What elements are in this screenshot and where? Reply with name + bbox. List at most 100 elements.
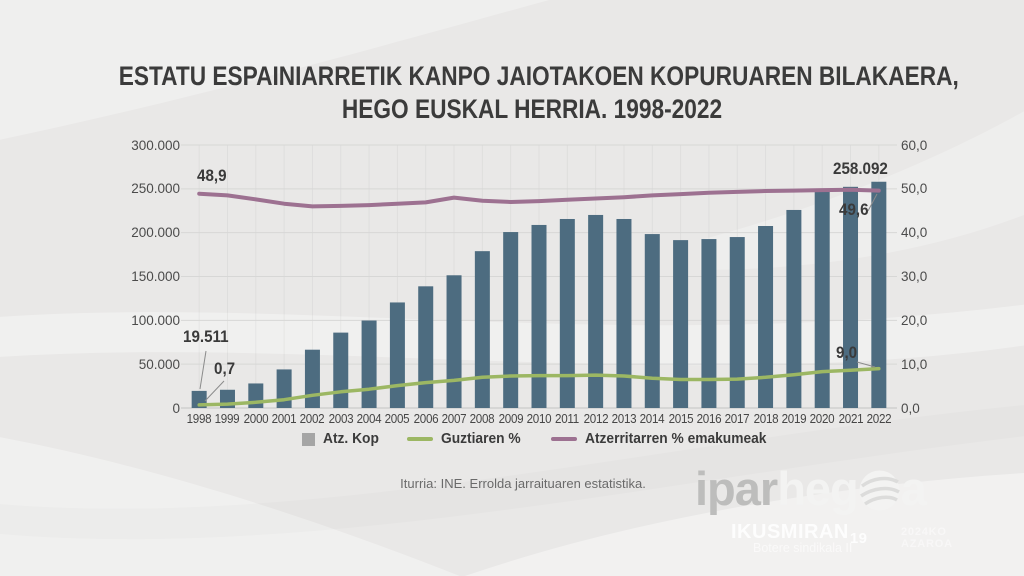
logo-text-heg: heg bbox=[777, 462, 859, 515]
iparhegoa-logo: ipar heg a IKUSMIRAN 19 Botere sindikala I… bbox=[693, 464, 993, 564]
x-tick-2022: 2022 bbox=[866, 412, 892, 426]
y-tick-left-0: 0 bbox=[172, 400, 180, 416]
x-tick-2006: 2006 bbox=[413, 412, 439, 426]
bar-2011 bbox=[559, 218, 575, 408]
annotation-leader bbox=[867, 193, 878, 212]
y-tick-left-50.000: 50.000 bbox=[138, 356, 180, 372]
x-tick-2008: 2008 bbox=[469, 412, 495, 426]
chart-title-line2: HEGO EUSKAL HERRIA. 1998-2022 bbox=[341, 94, 723, 124]
x-tick-2013: 2013 bbox=[611, 412, 637, 426]
bar-2012 bbox=[588, 214, 604, 408]
x-tick-2003: 2003 bbox=[328, 412, 354, 426]
bar-2002 bbox=[304, 349, 320, 408]
bar-2017 bbox=[729, 237, 745, 408]
y-tick-right-0,0: 0,0 bbox=[901, 400, 920, 416]
x-tick-2005: 2005 bbox=[385, 412, 410, 426]
x-tick-2014: 2014 bbox=[639, 412, 665, 426]
x-tick-2007: 2007 bbox=[441, 412, 467, 426]
x-tick-2017: 2017 bbox=[724, 412, 750, 426]
x-tick-2018: 2018 bbox=[753, 412, 778, 426]
green-line-swatch-icon bbox=[407, 437, 434, 441]
y-tick-right-50,0: 50,0 bbox=[901, 181, 928, 197]
source-text: Iturria: INE. Errolda jarraituaren estat… bbox=[400, 476, 646, 491]
x-tick-2016: 2016 bbox=[696, 412, 722, 426]
x-tick-1999: 1999 bbox=[215, 412, 240, 426]
bar-2016 bbox=[701, 239, 717, 408]
annotation-07: 0,7 bbox=[214, 360, 236, 378]
logo-issue-number: 19 bbox=[849, 530, 868, 547]
bar-2004 bbox=[361, 320, 377, 408]
legend: Atz. Kop Guztiaren % Atzerritarren % ema… bbox=[185, 431, 893, 447]
annotation-496: 49,6 bbox=[839, 201, 869, 219]
bar-series-swatch-icon bbox=[301, 432, 315, 446]
legend-item-guztiaren: Guztiaren % bbox=[407, 431, 525, 447]
chart-title-line1: ESTATU ESPAINIARRETIK KANPO JAIOTAKOEN K… bbox=[118, 61, 959, 91]
y-tick-left-100.000: 100.000 bbox=[131, 312, 180, 328]
bar-2008 bbox=[474, 251, 490, 408]
legend-item-atz-kop: Atz. Kop bbox=[301, 431, 382, 447]
annotation-90: 9,0 bbox=[836, 344, 858, 362]
y-tick-left-250.000: 250.000 bbox=[131, 181, 180, 197]
chart-title: ESTATU ESPAINIARRETIK KANPO JAIOTAKOEN K… bbox=[40, 60, 1024, 126]
x-tick-2011: 2011 bbox=[555, 412, 580, 426]
y-tick-right-60,0: 60,0 bbox=[901, 137, 928, 153]
annotation-leader bbox=[856, 361, 876, 368]
bar-2022 bbox=[871, 181, 887, 408]
logo-program-name: IKUSMIRAN bbox=[731, 521, 849, 543]
x-tick-2004: 2004 bbox=[356, 412, 382, 426]
line-series-1 bbox=[197, 187, 881, 209]
bar-2018 bbox=[758, 226, 774, 408]
logo-text-a: a bbox=[900, 462, 927, 515]
purple-line-swatch-icon bbox=[551, 437, 578, 441]
y-tick-right-10,0: 10,0 bbox=[901, 356, 928, 372]
annotation-258092: 258.092 bbox=[833, 160, 888, 178]
bar-2020 bbox=[814, 190, 830, 408]
y-tick-right-40,0: 40,0 bbox=[901, 225, 928, 241]
bar-2001 bbox=[276, 369, 292, 408]
annotation-leader bbox=[199, 350, 207, 390]
bar-2010 bbox=[531, 224, 547, 408]
x-tick-2002: 2002 bbox=[300, 412, 325, 426]
x-tick-2021: 2021 bbox=[838, 412, 863, 426]
x-tick-2012: 2012 bbox=[583, 412, 608, 426]
bar-2019 bbox=[786, 209, 802, 408]
annotation-19511: 19.511 bbox=[183, 328, 229, 346]
annotation-leader bbox=[204, 380, 225, 402]
x-tick-2020: 2020 bbox=[809, 412, 835, 426]
x-tick-2019: 2019 bbox=[781, 412, 807, 426]
y-tick-left-200.000: 200.000 bbox=[131, 225, 180, 241]
x-tick-2015: 2015 bbox=[668, 412, 693, 426]
y-tick-left-150.000: 150.000 bbox=[131, 269, 180, 284]
bar-2005 bbox=[389, 302, 405, 408]
logo-date: 2024KO AZAROA bbox=[901, 526, 953, 550]
bar-2006 bbox=[418, 286, 434, 408]
x-tick-2009: 2009 bbox=[498, 412, 524, 426]
bar-2015 bbox=[673, 240, 689, 408]
legend-item-emakumeak: Atzerritarren % emakumeak bbox=[551, 431, 776, 447]
bar-2007 bbox=[446, 275, 462, 408]
legend-label: Guztiaren % bbox=[441, 431, 522, 447]
bar-2009 bbox=[503, 232, 519, 408]
legend-label: Atzerritarren % emakumeak bbox=[585, 431, 767, 447]
bar-2013 bbox=[616, 218, 632, 408]
annotation-489: 48,9 bbox=[197, 167, 227, 185]
bar-2014 bbox=[644, 234, 660, 408]
globe-icon bbox=[859, 470, 900, 511]
legend-label: Atz. Kop bbox=[322, 431, 379, 447]
y-tick-left-300.000: 300.000 bbox=[131, 137, 180, 153]
y-tick-right-30,0: 30,0 bbox=[901, 269, 928, 284]
line-series-0 bbox=[197, 366, 881, 407]
x-tick-2000: 2000 bbox=[243, 412, 269, 426]
x-tick-1998: 1998 bbox=[186, 412, 212, 426]
logo-text-ipar: ipar bbox=[695, 462, 778, 515]
bar-2021 bbox=[843, 186, 859, 408]
source-note: Iturria: INE. Errolda jarraituaren estat… bbox=[273, 475, 773, 493]
logo-wordmark: ipar heg a bbox=[695, 462, 927, 515]
logo-subtitle: Botere sindikala II bbox=[753, 541, 853, 555]
bar-2003 bbox=[333, 332, 349, 408]
logo-program: IKUSMIRAN 19 bbox=[731, 521, 868, 547]
x-tick-2010: 2010 bbox=[526, 412, 552, 426]
x-tick-2001: 2001 bbox=[271, 412, 297, 426]
